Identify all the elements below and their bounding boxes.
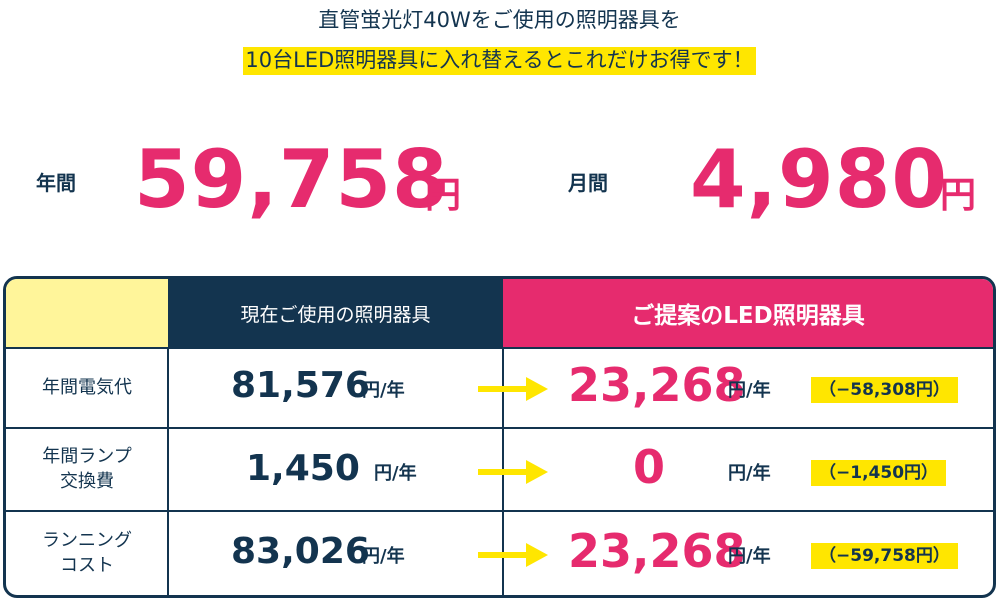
header-current-label: 現在ご使用の照明器具: [240, 303, 431, 326]
row-label-electricity: 年間電気代: [6, 349, 168, 427]
row-divider: [6, 510, 993, 512]
row-label-text: 年間ランプ 交換費: [42, 446, 132, 492]
monthly-savings-value: 4,980: [690, 133, 949, 226]
led-unit: 円/年: [728, 546, 771, 567]
comparison-table: 現在ご使用の照明器具 ご提案のLED照明器具 年間電気代 81,576 円/年 …: [3, 276, 996, 598]
headline-line2: 10台LED照明器具に入れ替えるとこれだけお得です！: [0, 44, 999, 75]
current-unit: 円/年: [374, 463, 417, 484]
led-value: 0: [633, 440, 666, 494]
header-led-label: ご提案のLED照明器具: [631, 303, 865, 329]
arrow-right-icon: [478, 377, 548, 401]
current-unit: 円/年: [362, 546, 405, 567]
arrow-right-icon: [478, 543, 548, 567]
arrow-right-icon: [478, 460, 548, 484]
row-divider: [6, 427, 993, 429]
current-value: 83,026: [231, 531, 370, 572]
row-label-text: 年間電気代: [42, 376, 132, 398]
savings-difference-badge: （−58,308円）: [811, 377, 958, 404]
led-unit: 円/年: [728, 380, 771, 401]
monthly-savings-unit: 円: [940, 175, 977, 216]
annual-savings-value: 59,758: [134, 133, 449, 226]
row-label-text: ランニング コスト: [42, 530, 132, 576]
current-value: 81,576: [231, 365, 370, 406]
led-unit: 円/年: [728, 463, 771, 484]
column-divider: [167, 347, 169, 595]
savings-difference-badge: （−59,758円）: [811, 543, 958, 570]
annual-savings-unit: 円: [425, 175, 462, 216]
monthly-label: 月間: [568, 171, 608, 195]
current-value: 1,450: [246, 448, 360, 489]
current-unit: 円/年: [362, 380, 405, 401]
header-current-fixtures: 現在ご使用の照明器具: [168, 279, 503, 347]
headline-line1-text: 直管蛍光灯40Wをご使用の照明器具を: [318, 8, 681, 32]
savings-difference-badge: （−1,450円）: [811, 460, 947, 487]
annual-label: 年間: [36, 171, 76, 195]
header-led-fixtures: ご提案のLED照明器具: [503, 279, 993, 347]
row-label-lamp-replacement: 年間ランプ 交換費: [6, 429, 168, 510]
headline-line2-text: 10台LED照明器具に入れ替えるとこれだけお得です！: [243, 47, 756, 75]
table-corner: [6, 279, 168, 347]
headline-line1: 直管蛍光灯40Wをご使用の照明器具を: [0, 4, 999, 34]
led-value: 23,268: [568, 358, 746, 412]
led-value: 23,268: [568, 524, 746, 578]
row-divider: [6, 347, 993, 349]
row-label-running-cost: ランニング コスト: [6, 512, 168, 595]
